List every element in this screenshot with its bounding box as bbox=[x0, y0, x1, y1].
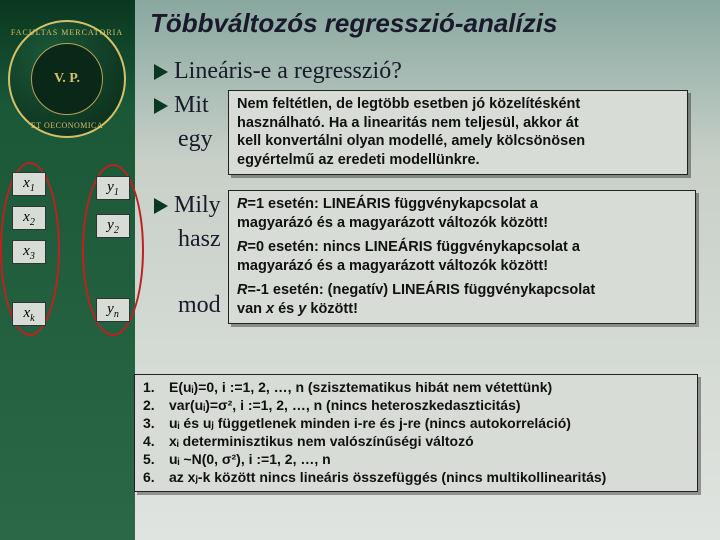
seal-bottom-text: ET OECONOMICA bbox=[10, 121, 124, 130]
popup1-line1: Nem feltétlen, de legtöbb esetben jó köz… bbox=[237, 95, 679, 114]
bullet-q2-frag-b: egy bbox=[178, 126, 213, 153]
bullet-q2-frag-a: Mit bbox=[154, 92, 209, 119]
popup2-r0-line1: R=0 esetén: nincs LINEÁRIS függvénykapcs… bbox=[237, 238, 687, 257]
bullet-q3-frag-c: mod bbox=[178, 292, 221, 319]
bullet-q2a-text: Mit bbox=[174, 92, 209, 118]
university-seal: FACULTAS MERCATORIA V. P. ET OECONOMICA bbox=[8, 20, 126, 138]
bullet-icon bbox=[154, 64, 168, 80]
seal-top-text: FACULTAS MERCATORIA bbox=[10, 28, 124, 37]
popup2-r0-line2: magyarázó és a magyarázott változók közö… bbox=[237, 257, 687, 276]
bullet-q3a-text: Mily bbox=[174, 192, 221, 218]
assumption-3: 3.uᵢ és uⱼ függetlenek minden i-re és j-… bbox=[143, 415, 689, 433]
popup2-r1-line1: R=1 esetén: LINEÁRIS függvénykapcsolat a bbox=[237, 195, 687, 214]
slide-title: Többváltozós regresszió-analízis bbox=[150, 8, 700, 39]
var-x3: x3 bbox=[12, 240, 46, 264]
bullet-q1: Lineáris-e a regresszió? bbox=[154, 58, 402, 85]
var-y1: y1 bbox=[96, 176, 130, 200]
bullet-q3c-text: mod bbox=[178, 292, 221, 318]
bullet-q3b-text: hasz bbox=[178, 226, 221, 252]
var-x2: x2 bbox=[12, 206, 46, 230]
var-y2: y2 bbox=[96, 214, 130, 238]
popup2-rneg-line2: van x és y között! bbox=[237, 300, 687, 319]
popup2-r1-line2: magyarázó és a magyarázott változók közö… bbox=[237, 214, 687, 233]
popup-correlation-cases: R=1 esetén: LINEÁRIS függvénykapcsolat a… bbox=[228, 190, 696, 324]
assumption-2: 2.var(uᵢ)=σ², i :=1, 2, …, n (nincs hete… bbox=[143, 397, 689, 415]
popup-linearity-note: Nem feltétlen, de legtöbb esetben jó köz… bbox=[228, 90, 688, 175]
seal-center: V. P. bbox=[31, 43, 103, 115]
bullet-icon bbox=[154, 198, 168, 214]
var-xk: xk bbox=[12, 302, 46, 326]
var-yn: yn bbox=[96, 298, 130, 322]
bullet-q1-text: Lineáris-e a regresszió? bbox=[174, 58, 402, 84]
assumption-4: 4.xᵢ determinisztikus nem valószínűségi … bbox=[143, 433, 689, 451]
var-x1: x1 bbox=[12, 172, 46, 196]
popup-assumptions-list: 1.E(uᵢ)=0, i :=1, 2, …, n (szisztematiku… bbox=[134, 374, 698, 492]
popup1-line2: használható. Ha a linearitás nem teljesü… bbox=[237, 114, 679, 133]
assumption-6: 6.az xⱼ-k között nincs lineáris összefüg… bbox=[143, 469, 689, 487]
bullet-icon bbox=[154, 98, 168, 114]
assumption-5: 5.uᵢ ~N(0, σ²), i :=1, 2, …, n bbox=[143, 451, 689, 469]
popup1-line3: kell konvertálni olyan modellé, amely kö… bbox=[237, 132, 679, 151]
bullet-q3-frag-a: Mily bbox=[154, 192, 221, 219]
bullet-q3-frag-b: hasz bbox=[178, 226, 221, 253]
popup2-rneg-line1: R=-1 esetén: (negatív) LINEÁRIS függvény… bbox=[237, 281, 687, 300]
bullet-q2b-text: egy bbox=[178, 126, 213, 152]
popup1-line4: egyértelmű az eredeti modellünkre. bbox=[237, 151, 679, 170]
assumption-1: 1.E(uᵢ)=0, i :=1, 2, …, n (szisztematiku… bbox=[143, 379, 689, 397]
